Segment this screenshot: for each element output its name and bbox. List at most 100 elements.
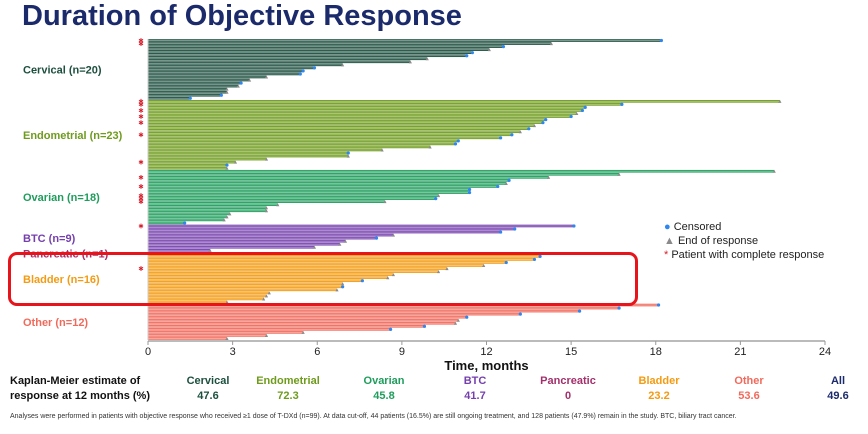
end-marker [264, 157, 269, 161]
bar [148, 294, 267, 298]
group-label: Ovarian (n=18) [23, 192, 100, 204]
bar [148, 321, 456, 325]
end-marker [341, 282, 345, 286]
bar [148, 63, 343, 67]
end-marker [391, 233, 396, 237]
bar [148, 258, 535, 261]
bar [148, 60, 411, 64]
bar-highlight [148, 231, 501, 233]
bar-highlight [148, 79, 250, 81]
bar-highlight [148, 237, 377, 239]
bar-highlight [148, 240, 346, 242]
cr-asterisk-icon [138, 174, 144, 180]
group-label: Endometrial (n=23) [23, 130, 123, 142]
km-label: Kaplan-Meier estimate of response at 12 m… [10, 374, 150, 404]
bar-highlight [148, 64, 343, 66]
bar-highlight [148, 274, 394, 276]
bar [148, 267, 448, 270]
censored-marker [456, 139, 460, 143]
cr-asterisk-icon [138, 132, 144, 138]
bar-highlight [148, 109, 583, 111]
censored-marker [346, 151, 350, 155]
km-value: 49.6 [827, 390, 849, 402]
censored-marker [496, 184, 500, 189]
km-value: 72.3 [277, 390, 299, 402]
bar [148, 42, 552, 45]
end-marker [487, 48, 491, 52]
km-group-name: BTC [463, 375, 487, 387]
bar-highlight [148, 228, 515, 230]
bar-highlight [148, 76, 267, 78]
bar-highlight [148, 292, 270, 294]
bar [148, 133, 512, 137]
censored-marker [659, 38, 663, 43]
km-group-name: Other [734, 375, 764, 387]
end-marker [276, 203, 280, 207]
bar [148, 179, 510, 182]
bar [148, 151, 349, 155]
bar [148, 337, 227, 340]
bar [148, 334, 267, 337]
end-marker [504, 181, 508, 185]
bar [148, 172, 620, 176]
censored-marker [544, 117, 548, 122]
bar-highlight [148, 122, 543, 124]
km-label-line2: response at 12 months (%) [10, 390, 150, 402]
bar [148, 87, 227, 91]
bar-highlight [148, 140, 459, 142]
bar [148, 255, 541, 258]
bar [148, 276, 388, 279]
bar-highlight [148, 295, 267, 297]
bar [148, 215, 227, 219]
bar [148, 124, 535, 127]
bar [148, 324, 425, 328]
bar [148, 39, 662, 42]
bar-highlight [148, 149, 383, 151]
bar-highlight [148, 243, 340, 245]
bar-highlight [148, 70, 304, 72]
end-marker [380, 148, 384, 152]
bar-highlight [148, 85, 239, 87]
bar-highlight [148, 222, 185, 224]
end-marker [225, 215, 229, 219]
km-item: Cervical 47.6 [171, 374, 245, 404]
bar-highlight [148, 328, 391, 330]
bar [148, 84, 239, 88]
bar [148, 66, 315, 70]
censored-marker [501, 45, 506, 49]
bar [148, 291, 270, 295]
censored-marker [388, 327, 393, 331]
bar-highlight [148, 255, 541, 257]
bar-highlight [148, 277, 388, 279]
legend-censored-label: Censored [673, 221, 722, 233]
legend-cr: * Patient with complete response [664, 249, 824, 262]
end-marker [453, 321, 458, 325]
bar-highlight [148, 113, 577, 114]
censored-marker [499, 136, 503, 140]
bar [148, 306, 620, 310]
x-tick-label: 3 [230, 346, 236, 358]
end-marker [338, 242, 342, 246]
bar [148, 279, 363, 283]
end-marker [301, 330, 305, 334]
end-marker [532, 124, 537, 128]
bar [148, 206, 267, 210]
censored-marker [239, 81, 243, 85]
cr-asterisk-icon [138, 199, 144, 205]
legend-end: ▲ End of response [664, 235, 758, 248]
censored-marker [527, 127, 531, 131]
bar [148, 69, 304, 73]
bar [148, 103, 622, 106]
bar-highlight [148, 289, 337, 291]
end-marker [335, 288, 339, 292]
x-tick-label: 9 [399, 346, 405, 358]
bar [148, 242, 340, 246]
bar-highlight [148, 103, 622, 105]
end-marker [445, 267, 449, 271]
bar-highlight [148, 46, 504, 48]
bar-highlight [148, 316, 467, 318]
bar-highlight [148, 325, 425, 327]
censored-marker [298, 72, 302, 76]
bar-highlight [148, 246, 315, 248]
km-item: All 49.6 [801, 374, 868, 404]
